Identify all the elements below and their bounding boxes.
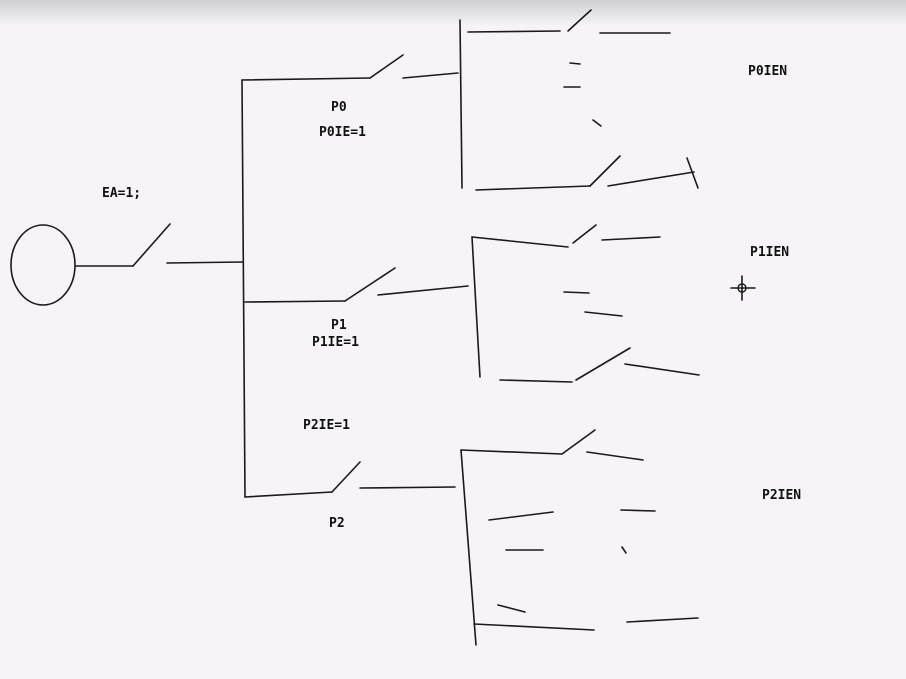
p2-dash-1: [488, 511, 554, 521]
p1-dash-2: [584, 311, 623, 317]
cursor-crosshair-ring: [737, 283, 747, 293]
p2-line-a-out: [586, 451, 644, 461]
p2-switch-blade: [331, 461, 361, 493]
p1-line-a-out: [601, 236, 661, 241]
p0ien-label: P0IEN: [748, 64, 788, 79]
p2-switch-a: [561, 429, 596, 455]
p0ie-label: P0IE=1: [319, 125, 366, 140]
p1-switch-blade: [344, 267, 396, 302]
ea-output-wire: [166, 261, 244, 264]
p2-dash-2: [620, 509, 656, 512]
p0-switch-a: [567, 9, 592, 32]
ea-label: EA=1;: [102, 186, 142, 201]
p0-wire: [241, 77, 371, 81]
p1-switch-b: [575, 347, 631, 381]
source-circle: [10, 224, 76, 306]
p2-output-wire: [359, 486, 456, 489]
main-bus: [241, 79, 246, 498]
top-shade: [0, 0, 906, 26]
p2-dash-5: [497, 604, 526, 613]
p0-switch-b: [589, 155, 621, 187]
p1-line-b-out: [624, 363, 700, 376]
p0-dash-1: [569, 62, 581, 65]
p0-output-wire: [402, 72, 459, 79]
p2-line-b: [473, 623, 595, 631]
p2-wire: [244, 491, 333, 498]
p1-output-wire: [377, 285, 469, 296]
p1-line-a: [471, 236, 569, 248]
p0-line-b: [475, 185, 591, 191]
p1ie-label: P1IE=1: [312, 335, 359, 350]
p1ien-label: P1IEN: [750, 245, 790, 260]
ea-switch-blade: [132, 223, 171, 267]
p2-bus: [460, 449, 477, 646]
p1-line-b: [499, 379, 573, 383]
p2ie-label: P2IE=1: [303, 418, 350, 433]
p1-bus: [471, 236, 481, 378]
p2ien-label: P2IEN: [762, 488, 802, 503]
p0-switch-blade: [369, 54, 404, 79]
p2-line-b-out: [626, 617, 699, 623]
p0-end-tick: [686, 157, 699, 189]
p0-dash-3: [592, 119, 602, 127]
p2-label: P2: [329, 516, 345, 531]
p1-dash-1: [563, 291, 590, 294]
p2-dash-4: [621, 546, 627, 554]
p0-bus: [459, 19, 463, 189]
p1-switch-a: [572, 224, 597, 244]
p1-wire: [244, 300, 346, 303]
p0-line-b-out: [607, 171, 695, 187]
p0-label: P0: [331, 100, 347, 115]
p1-label: P1: [331, 318, 347, 333]
p0-line-a: [467, 30, 561, 33]
p2-line-a: [460, 449, 563, 455]
